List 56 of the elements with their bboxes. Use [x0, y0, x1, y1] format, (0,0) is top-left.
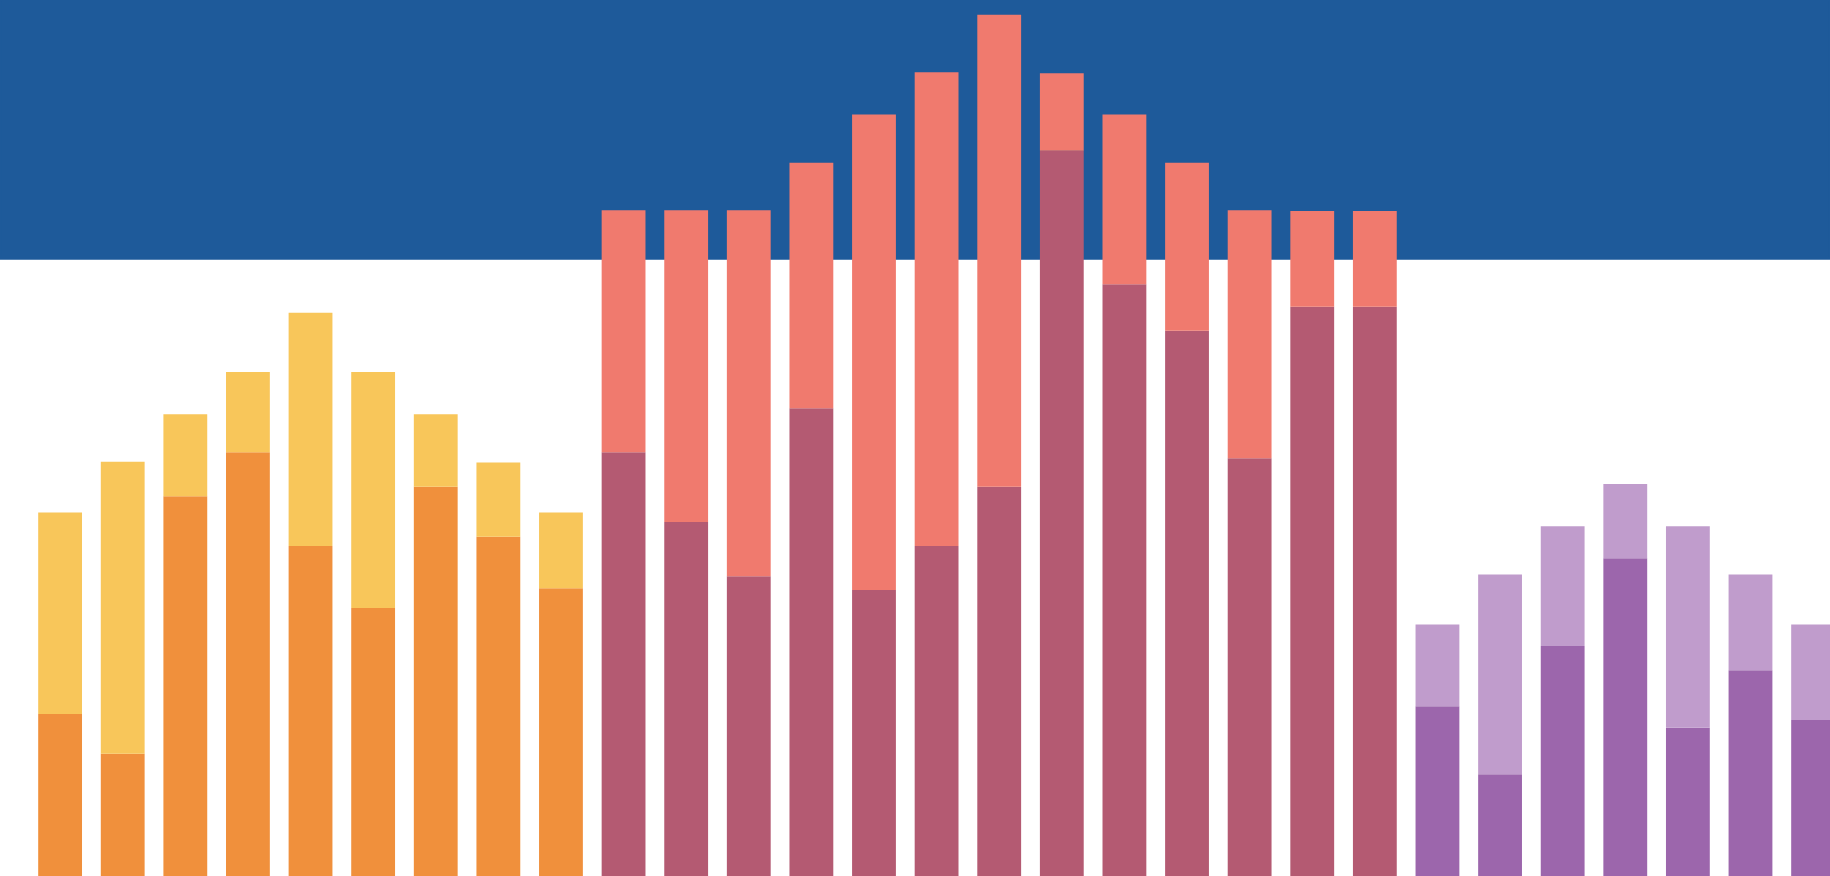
bar: [1415, 624, 1460, 707]
bar: [476, 462, 521, 537]
bar: [601, 210, 646, 453]
bar: [288, 546, 333, 876]
bar: [914, 546, 959, 876]
bar: [539, 512, 583, 589]
bar: [977, 486, 1022, 876]
bar: [852, 590, 896, 876]
bar: [1540, 646, 1585, 876]
bar: [1352, 306, 1397, 876]
bar: [38, 512, 83, 715]
bar: [664, 521, 709, 876]
bar: [1665, 526, 1710, 728]
bar: [789, 408, 834, 876]
bar: [977, 14, 1022, 487]
bar: [413, 414, 458, 487]
bar: [226, 452, 270, 876]
bar: [1290, 211, 1335, 307]
bar: [726, 210, 771, 577]
bar: [1415, 706, 1460, 876]
bar: [476, 536, 521, 876]
bar: [1165, 330, 1209, 876]
bar: [1102, 114, 1147, 285]
bar: [100, 461, 145, 754]
bar: [1728, 670, 1773, 876]
bar: [726, 576, 771, 876]
bar: [1039, 73, 1084, 151]
bar: [100, 753, 145, 876]
bar: [1227, 458, 1272, 876]
bar: [288, 312, 333, 547]
bar: [539, 588, 583, 876]
bar: [1039, 150, 1084, 876]
bar: [1352, 211, 1397, 307]
bar: [1227, 210, 1272, 459]
bar: [163, 496, 208, 876]
bar: [1728, 574, 1773, 671]
bar: [38, 714, 83, 876]
bar: [852, 114, 896, 591]
bar: [351, 608, 396, 876]
bar: [1165, 162, 1209, 331]
bar: [1102, 284, 1147, 876]
bar: [413, 486, 458, 876]
bar: [914, 72, 959, 547]
bar: [789, 162, 834, 409]
bar: [1665, 727, 1710, 876]
bar: [1603, 484, 1648, 559]
bar: [163, 414, 208, 497]
bar: [1478, 774, 1522, 876]
bar: [351, 372, 396, 609]
bar: [1478, 574, 1522, 775]
bar: [664, 210, 709, 522]
bar: [226, 372, 270, 453]
bar: [601, 452, 646, 876]
bar: [1290, 306, 1335, 876]
bar: [1540, 526, 1585, 647]
bar: [1603, 558, 1648, 876]
